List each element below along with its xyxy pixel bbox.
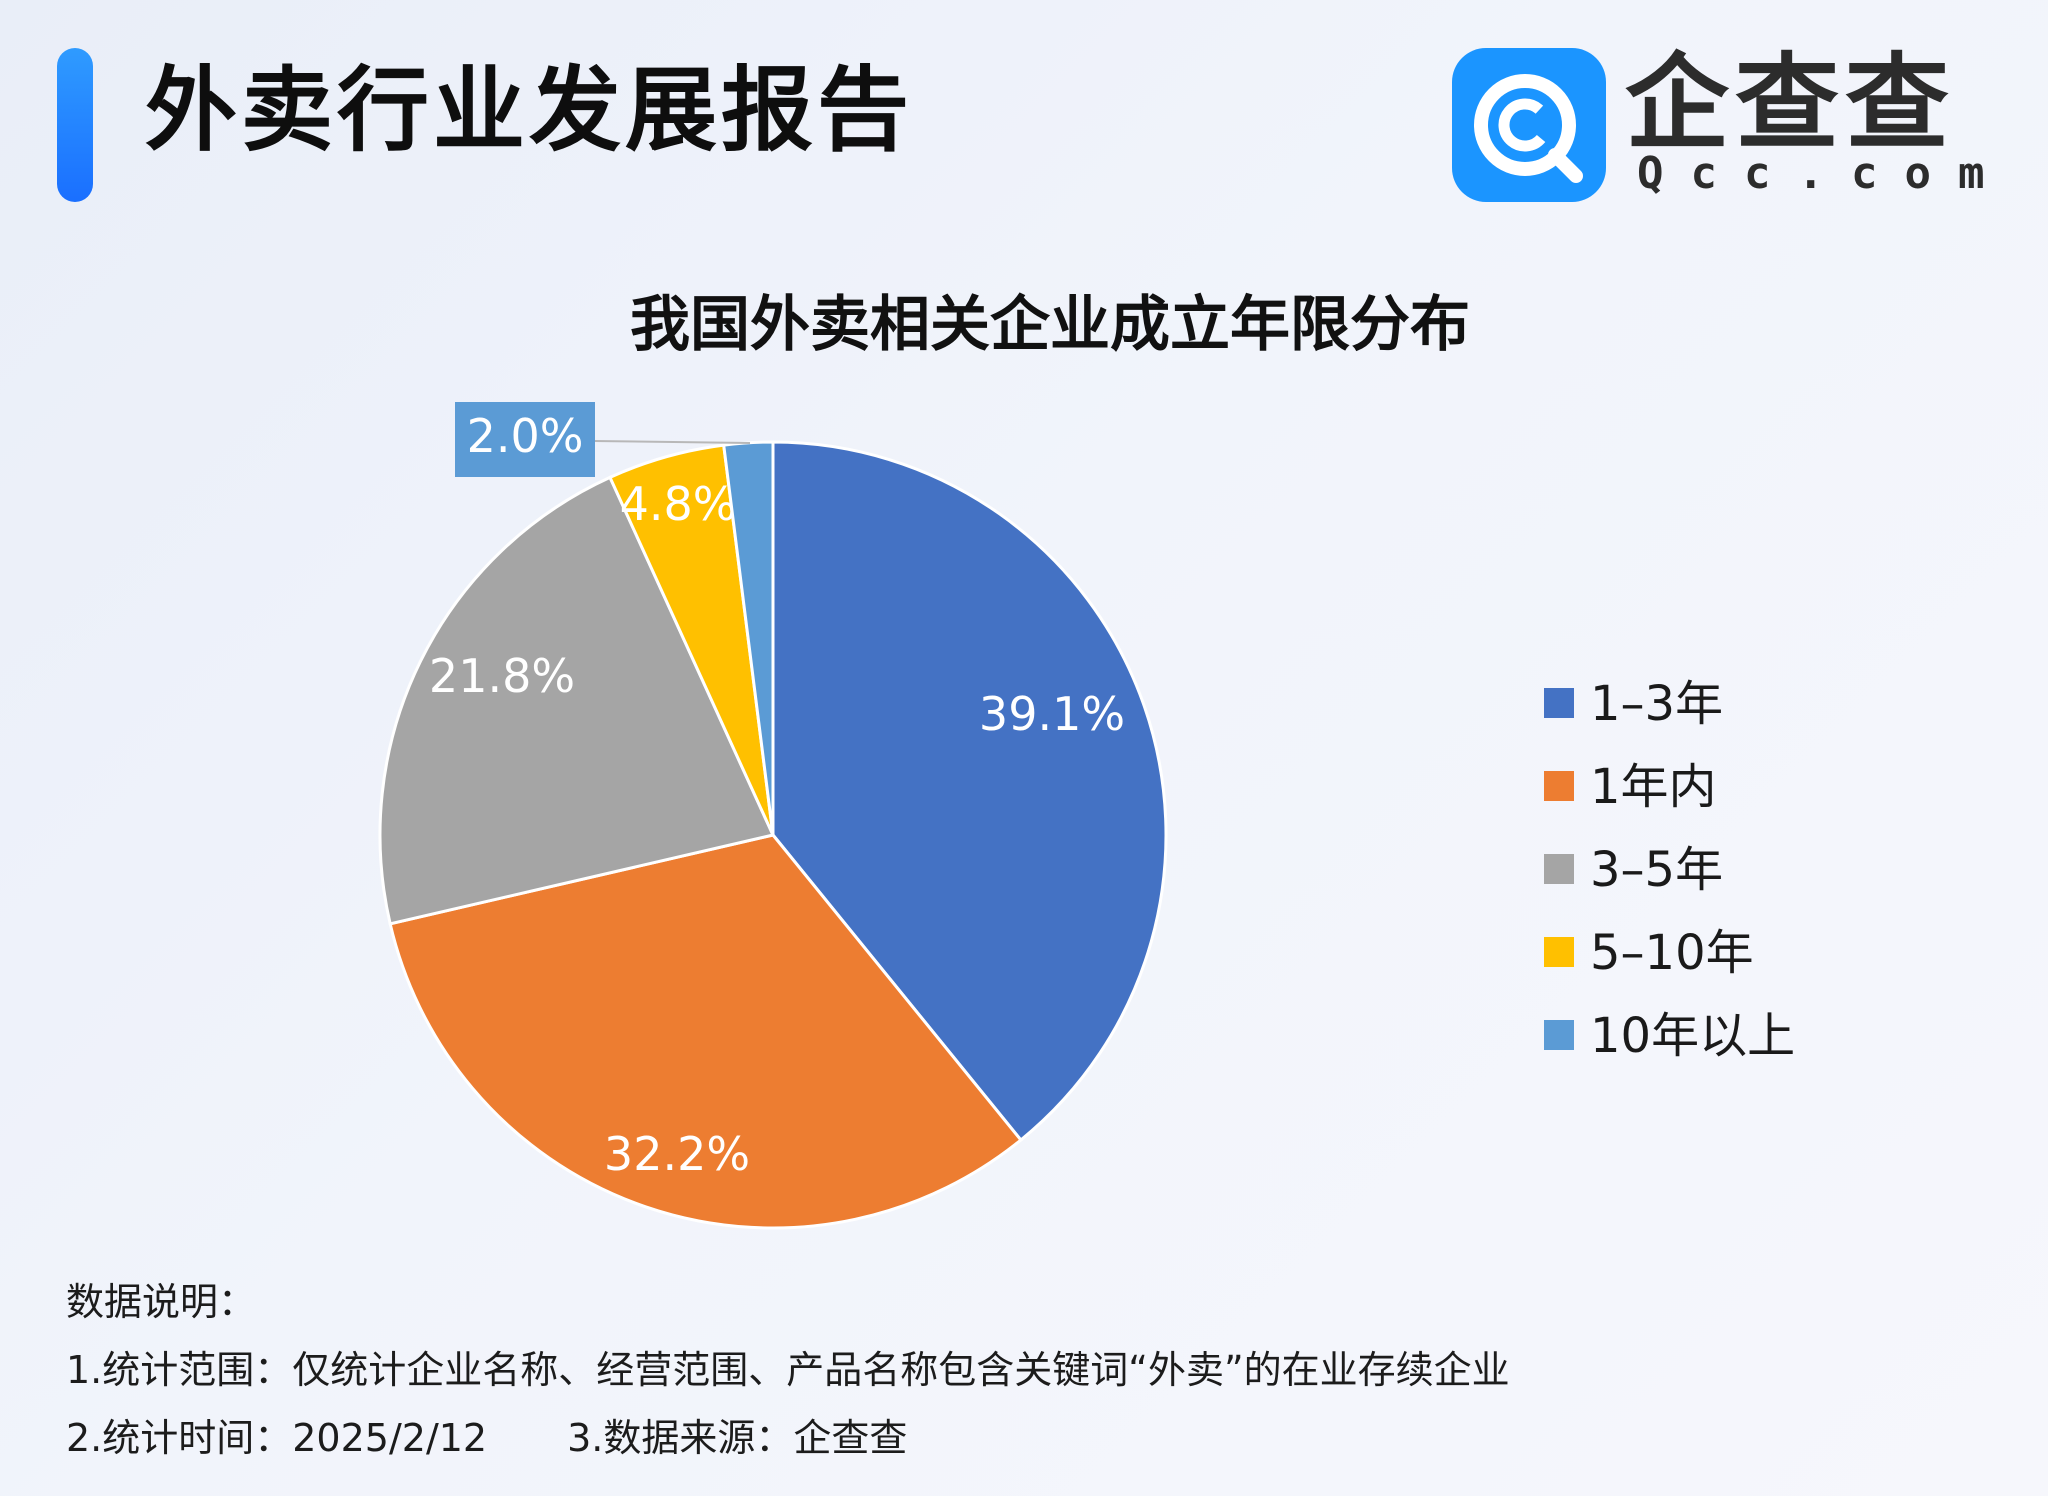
legend-swatch bbox=[1544, 854, 1574, 884]
slice-label: 2.0% bbox=[467, 409, 584, 463]
chart-title: 我国外卖相关企业成立年限分布 bbox=[630, 290, 1470, 360]
notes-source: 3.数据来源：企查查 bbox=[567, 1416, 908, 1460]
legend-swatch bbox=[1544, 771, 1574, 801]
qcc-logo-icon bbox=[1452, 48, 1606, 202]
pie-slice bbox=[378, 475, 776, 926]
report-title: 外卖行业发展报告 bbox=[145, 57, 914, 164]
notes-scope: 1.统计范围：仅统计企业名称、经营范围、产品名称包含关键词“外卖”的在业存续企业 bbox=[66, 1348, 1510, 1392]
slice-label: 39.1% bbox=[979, 687, 1125, 741]
legend-swatch bbox=[1544, 688, 1574, 718]
legend-label: 10年以上 bbox=[1590, 1008, 1795, 1064]
callout-label-box bbox=[455, 402, 595, 477]
legend-label: 5–10年 bbox=[1590, 925, 1754, 981]
pie-slice bbox=[388, 833, 1023, 1230]
legend-swatch bbox=[1544, 1020, 1574, 1050]
data-notes: 数据说明： 1.统计范围：仅统计企业名称、经营范围、产品名称包含关键词“外卖”的… bbox=[66, 1268, 1510, 1472]
brand-domain: Qcc.com bbox=[1637, 148, 2012, 199]
legend-label: 3–5年 bbox=[1590, 842, 1723, 898]
callout-leader-line bbox=[593, 440, 751, 444]
legend-swatch bbox=[1544, 937, 1574, 967]
slice-label: 21.8% bbox=[429, 649, 575, 703]
legend-label: 1年内 bbox=[1590, 759, 1717, 815]
title-accent-bar bbox=[57, 48, 93, 202]
legend-label: 1–3年 bbox=[1590, 676, 1723, 732]
pie-slice bbox=[771, 440, 1168, 1143]
notes-heading: 数据说明： bbox=[66, 1280, 257, 1324]
brand-name: 企查查 bbox=[1625, 42, 1956, 164]
notes-date: 2.统计时间：2025/2/12 bbox=[66, 1416, 488, 1460]
slice-label: 32.2% bbox=[604, 1127, 750, 1181]
slice-label: 4.8% bbox=[620, 477, 737, 531]
